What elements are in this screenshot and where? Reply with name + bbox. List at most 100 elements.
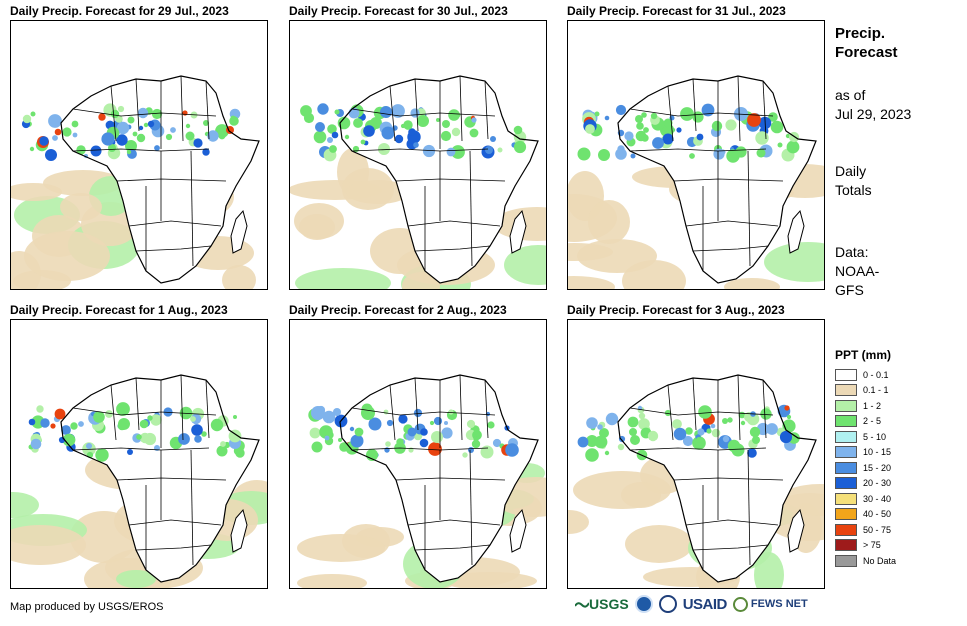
country-border	[128, 220, 222, 227]
precip-cell	[185, 131, 195, 141]
precip-cell	[662, 133, 674, 145]
precip-area	[504, 245, 546, 285]
africa-map-svg	[11, 374, 267, 588]
precip-cell	[36, 405, 44, 413]
precip-cell	[311, 406, 325, 420]
precip-cell	[378, 143, 390, 155]
precip-cell	[93, 411, 105, 423]
precip-area	[24, 231, 110, 281]
precip-area	[60, 193, 102, 221]
precip-cell	[137, 107, 149, 119]
precip-cell	[52, 135, 58, 141]
country-border	[180, 374, 184, 441]
precip-cell	[170, 127, 176, 133]
legend-label: 10 - 15	[863, 447, 892, 458]
precip-cell	[451, 127, 461, 137]
country-border	[484, 80, 489, 140]
precip-cell	[408, 128, 416, 136]
forecast-map-3[interactable]	[567, 20, 825, 290]
precip-cell	[324, 435, 330, 441]
precip-cell	[117, 105, 125, 113]
precip-cell	[638, 412, 646, 420]
country-border	[747, 150, 751, 267]
country-border	[351, 447, 489, 451]
data-line3: GFS	[835, 282, 864, 298]
legend-label: 1 - 2	[863, 400, 882, 411]
country-border	[692, 245, 769, 252]
precip-cell	[413, 408, 423, 418]
legend-label: 2 - 5	[863, 416, 882, 427]
precip-cell	[127, 449, 133, 455]
country-border	[762, 80, 767, 140]
precip-cell	[422, 144, 436, 158]
precip-cell	[505, 443, 519, 457]
precip-cell	[711, 120, 723, 132]
precip-cell	[597, 424, 603, 430]
legend-item: 20 - 30	[835, 476, 896, 492]
country-border	[351, 148, 489, 152]
country-border	[629, 407, 774, 416]
madagascar-outline	[787, 209, 805, 254]
precip-cell	[577, 436, 589, 448]
precip-cell	[727, 417, 733, 423]
forecast-map-5[interactable]	[289, 319, 547, 589]
precip-cell	[72, 132, 78, 138]
legend-label: 50 - 75	[863, 524, 892, 535]
precip-cell	[90, 145, 102, 157]
precip-cell	[635, 115, 643, 123]
precip-cell	[334, 109, 340, 115]
precip-area	[297, 534, 385, 562]
precip-cell	[784, 405, 790, 411]
country-border	[180, 75, 184, 142]
precip-cell	[126, 149, 132, 155]
precip-cell	[353, 118, 363, 128]
legend-item: 30 - 40	[835, 491, 896, 507]
precip-cell	[350, 434, 364, 448]
precip-cell	[766, 423, 778, 435]
legend-swatch	[835, 399, 857, 412]
precip-cell	[513, 125, 523, 135]
precip-cell	[313, 130, 327, 144]
precip-cell	[407, 427, 417, 437]
panel-title-1: Daily Precip. Forecast for 29 Jul., 2023	[10, 4, 229, 18]
precip-cell	[641, 112, 647, 118]
precip-cell	[624, 131, 634, 141]
precip-cell	[154, 145, 160, 151]
precip-area	[70, 511, 138, 563]
legend-item: > 75	[835, 538, 896, 554]
country-border	[72, 148, 210, 152]
forecast-map-2[interactable]	[289, 20, 547, 290]
precip-cell	[105, 410, 113, 418]
precip-cell	[404, 122, 412, 130]
precip-cell	[485, 146, 493, 154]
precip-cell	[329, 145, 337, 153]
precip-cell	[428, 442, 442, 456]
side-title: Precip. Forecast	[835, 24, 898, 62]
fews-globe-icon	[732, 596, 748, 612]
precip-cell	[151, 108, 163, 120]
forecast-map-6[interactable]	[567, 319, 825, 589]
precip-cell	[598, 149, 610, 161]
daily-totals: Daily Totals	[835, 162, 872, 200]
forecast-map-4[interactable]	[10, 319, 268, 589]
as-of-value: Jul 29, 2023	[835, 106, 912, 122]
legend-label: 0 - 0.1	[863, 369, 889, 380]
country-border	[414, 78, 419, 132]
legend-swatch	[835, 539, 857, 552]
precip-cell	[363, 125, 375, 137]
country-border	[135, 544, 212, 551]
precip-cell	[710, 423, 716, 429]
legend-label: 40 - 50	[863, 509, 892, 520]
precip-cell	[150, 414, 162, 426]
precip-cell	[215, 124, 229, 138]
precip-cell	[410, 108, 420, 118]
legend-swatch	[835, 446, 857, 459]
forecast-map-1[interactable]	[10, 20, 268, 290]
africa-map-svg	[568, 374, 824, 588]
legend-swatch	[835, 430, 857, 443]
country-border	[459, 374, 463, 441]
precip-cell	[429, 420, 435, 426]
precip-cell	[585, 124, 595, 134]
precip-cell	[431, 431, 443, 443]
country-border	[762, 379, 767, 439]
